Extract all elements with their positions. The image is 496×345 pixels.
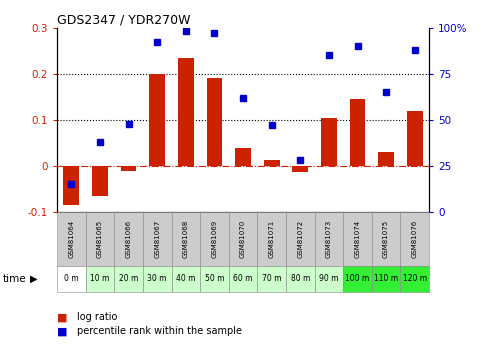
Text: 10 m: 10 m bbox=[90, 274, 110, 283]
Bar bbox=[57, 266, 86, 292]
Bar bbox=[200, 266, 229, 292]
Text: GSM81071: GSM81071 bbox=[269, 220, 275, 258]
Text: GSM81074: GSM81074 bbox=[355, 220, 361, 258]
Text: GSM81065: GSM81065 bbox=[97, 220, 103, 258]
Text: 110 m: 110 m bbox=[374, 274, 398, 283]
Text: 0 m: 0 m bbox=[64, 274, 79, 283]
Text: ■: ■ bbox=[57, 313, 67, 322]
Text: GSM81073: GSM81073 bbox=[326, 220, 332, 258]
Bar bbox=[86, 266, 114, 292]
Text: 40 m: 40 m bbox=[176, 274, 195, 283]
Text: ▶: ▶ bbox=[30, 274, 38, 284]
Text: GSM81067: GSM81067 bbox=[154, 220, 160, 258]
Text: GSM81076: GSM81076 bbox=[412, 220, 418, 258]
Bar bbox=[378, 152, 394, 166]
Bar bbox=[343, 266, 372, 292]
Bar bbox=[321, 118, 337, 166]
Text: time: time bbox=[2, 274, 26, 284]
Bar bbox=[172, 266, 200, 292]
Text: GSM81070: GSM81070 bbox=[240, 220, 246, 258]
Bar bbox=[63, 166, 79, 205]
Text: 120 m: 120 m bbox=[403, 274, 427, 283]
Bar bbox=[172, 212, 200, 266]
Text: 100 m: 100 m bbox=[345, 274, 370, 283]
Bar bbox=[114, 212, 143, 266]
Bar bbox=[400, 212, 429, 266]
Bar bbox=[286, 266, 314, 292]
Text: GSM81066: GSM81066 bbox=[125, 220, 131, 258]
Bar bbox=[286, 212, 314, 266]
Bar bbox=[235, 148, 251, 166]
Text: GSM81072: GSM81072 bbox=[297, 220, 303, 258]
Text: percentile rank within the sample: percentile rank within the sample bbox=[77, 326, 242, 336]
Text: 50 m: 50 m bbox=[205, 274, 224, 283]
Bar bbox=[257, 266, 286, 292]
Bar bbox=[178, 58, 193, 166]
Bar bbox=[264, 160, 280, 166]
Bar bbox=[143, 212, 172, 266]
Text: 30 m: 30 m bbox=[147, 274, 167, 283]
Text: GSM81069: GSM81069 bbox=[211, 220, 217, 258]
Text: log ratio: log ratio bbox=[77, 313, 117, 322]
Bar bbox=[314, 212, 343, 266]
Bar bbox=[293, 166, 308, 172]
Text: GDS2347 / YDR270W: GDS2347 / YDR270W bbox=[57, 13, 190, 27]
Bar bbox=[86, 212, 114, 266]
Text: GSM81064: GSM81064 bbox=[68, 220, 74, 258]
Text: 20 m: 20 m bbox=[119, 274, 138, 283]
Bar bbox=[92, 166, 108, 196]
Text: 70 m: 70 m bbox=[262, 274, 281, 283]
Bar bbox=[257, 212, 286, 266]
Bar bbox=[114, 266, 143, 292]
Bar bbox=[372, 266, 400, 292]
Bar bbox=[206, 78, 222, 166]
Bar bbox=[343, 212, 372, 266]
Bar bbox=[314, 266, 343, 292]
Bar bbox=[372, 212, 400, 266]
Bar bbox=[149, 74, 165, 166]
Bar bbox=[400, 266, 429, 292]
Text: GSM81068: GSM81068 bbox=[183, 220, 189, 258]
Text: 60 m: 60 m bbox=[233, 274, 253, 283]
Bar bbox=[407, 111, 423, 166]
Bar bbox=[143, 266, 172, 292]
Text: ■: ■ bbox=[57, 326, 67, 336]
Text: GSM81075: GSM81075 bbox=[383, 220, 389, 258]
Bar bbox=[57, 212, 86, 266]
Text: 90 m: 90 m bbox=[319, 274, 339, 283]
Text: 80 m: 80 m bbox=[291, 274, 310, 283]
Bar bbox=[200, 212, 229, 266]
Bar bbox=[229, 266, 257, 292]
Bar bbox=[350, 99, 366, 166]
Bar bbox=[229, 212, 257, 266]
Bar bbox=[121, 166, 136, 171]
